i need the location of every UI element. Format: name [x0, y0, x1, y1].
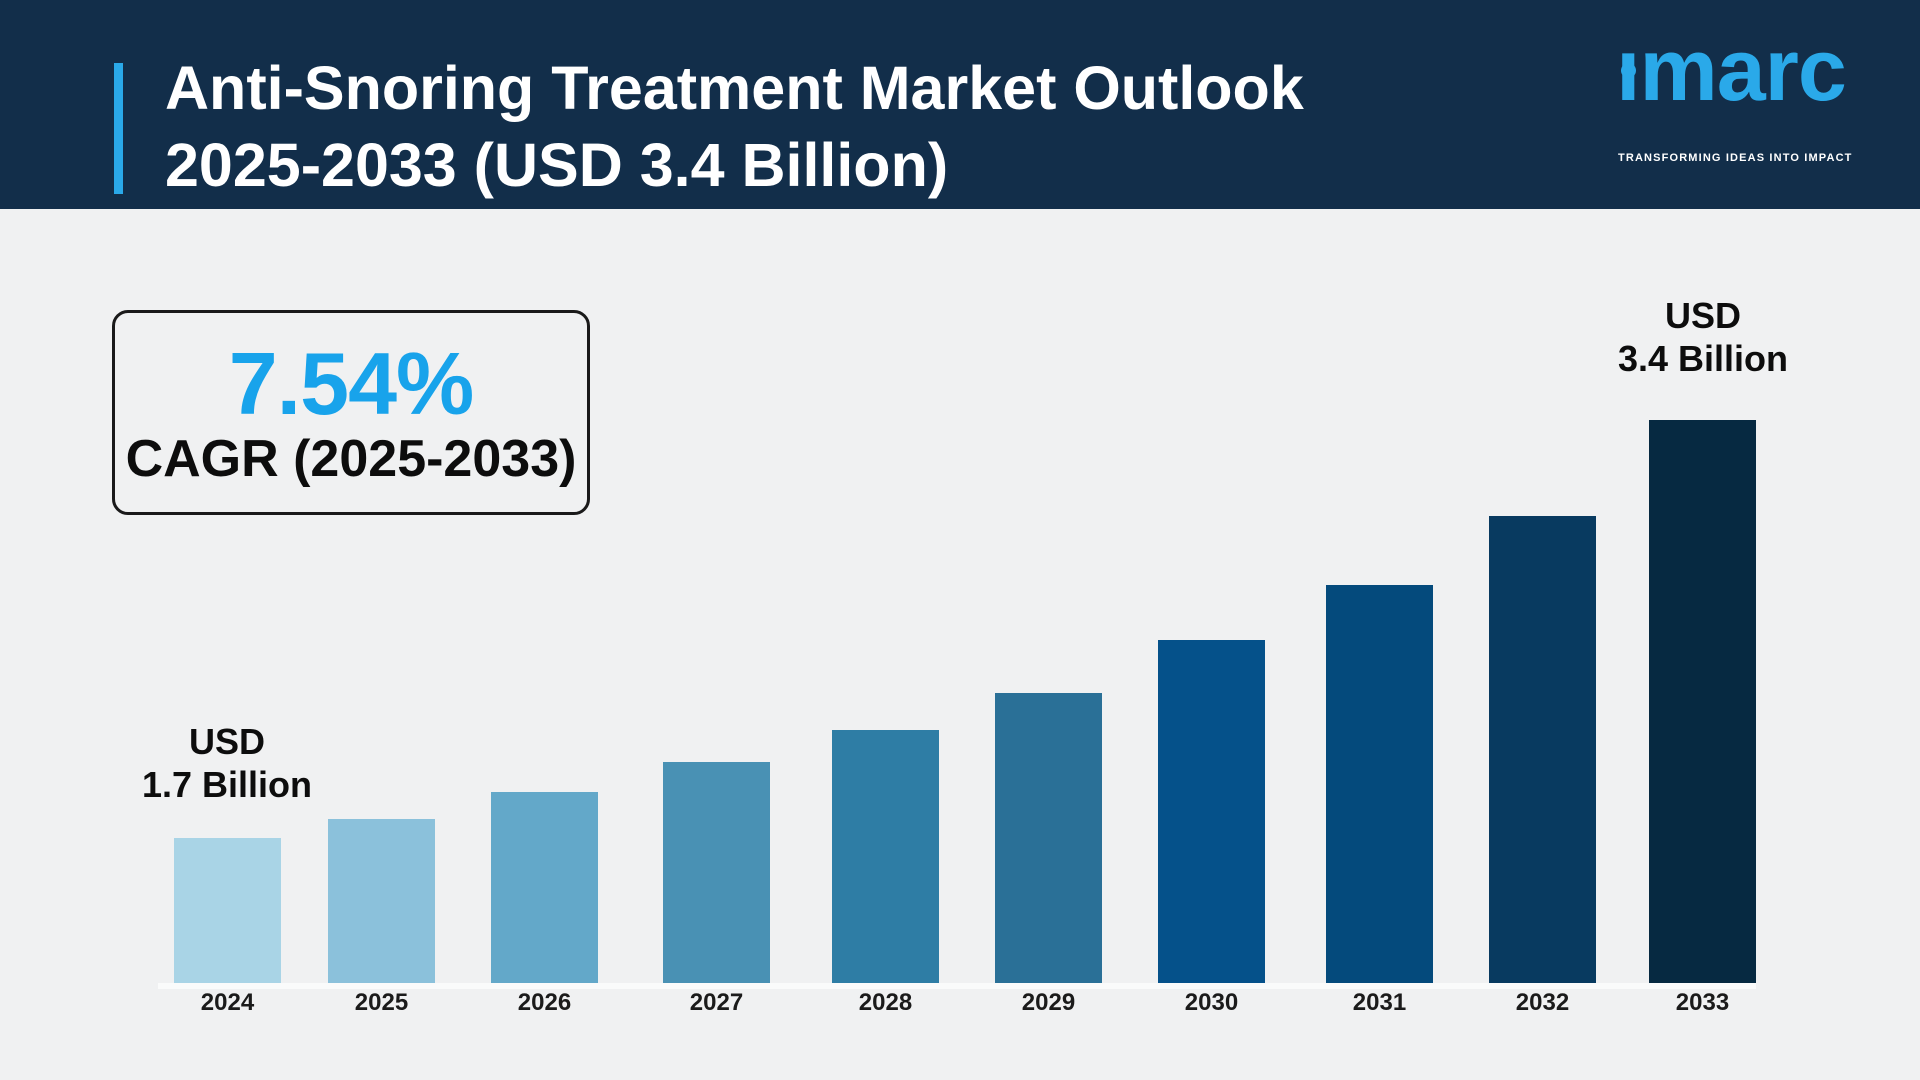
bar-2029 [995, 693, 1102, 983]
imarc-logo-dot-icon [1621, 63, 1636, 78]
bar-2025 [328, 819, 435, 983]
bar-2028 [832, 730, 939, 983]
value-annotation-2024-line1: USD [188, 721, 265, 762]
bar-2032 [1489, 516, 1596, 983]
bar-2030 [1158, 640, 1265, 983]
cagr-value: 7.54% [228, 333, 475, 433]
x-axis-baseline [158, 983, 1756, 989]
header-band: Anti-Snoring Treatment Market Outlook 20… [0, 0, 1920, 209]
value-annotation-2033-line1: USD [1664, 295, 1741, 336]
x-tick-label-2026: 2026 [517, 989, 572, 1016]
bar-2024 [174, 838, 281, 983]
x-tick-label-2025: 2025 [354, 989, 409, 1016]
title-accent-bar [114, 63, 123, 194]
x-tick-label-2027: 2027 [689, 989, 744, 1016]
imarc-logo-tagline: TRANSFORMING IDEAS INTO IMPACT [1618, 152, 1853, 164]
x-tick-label-2024: 2024 [200, 989, 255, 1016]
cagr-label: CAGR (2025-2033) [125, 429, 577, 488]
imarc-logo: ımarc TRANSFORMING IDEAS INTO IMPACT [1616, 0, 1876, 209]
x-tick-label-2033: 2033 [1675, 989, 1730, 1016]
x-tick-label-2032: 2032 [1515, 989, 1570, 1016]
bar-2027 [663, 762, 770, 983]
bar-2031 [1326, 585, 1433, 983]
x-tick-label-2031: 2031 [1352, 989, 1407, 1016]
bar-2033 [1649, 420, 1756, 983]
page-title-line2: 2025-2033 (USD 3.4 Billion) [165, 131, 949, 199]
value-annotation-2033-line2: 3.4 Billion [1617, 338, 1789, 379]
page-title: Anti-Snoring Treatment Market Outlook 20… [165, 50, 1304, 204]
value-annotation-2024: USD 1.7 Billion [107, 720, 347, 806]
x-tick-label-2028: 2028 [858, 989, 913, 1016]
value-annotation-2024-line2: 1.7 Billion [141, 764, 313, 805]
bar-2026 [491, 792, 598, 983]
value-annotation-2033: USD 3.4 Billion [1583, 294, 1823, 380]
cagr-callout-box: 7.54% CAGR (2025-2033) [112, 310, 590, 515]
page-title-line1: Anti-Snoring Treatment Market Outlook [165, 54, 1304, 122]
x-tick-label-2030: 2030 [1184, 989, 1239, 1016]
x-tick-label-2029: 2029 [1021, 989, 1076, 1016]
imarc-logo-wordmark: ımarc [1616, 20, 1847, 119]
